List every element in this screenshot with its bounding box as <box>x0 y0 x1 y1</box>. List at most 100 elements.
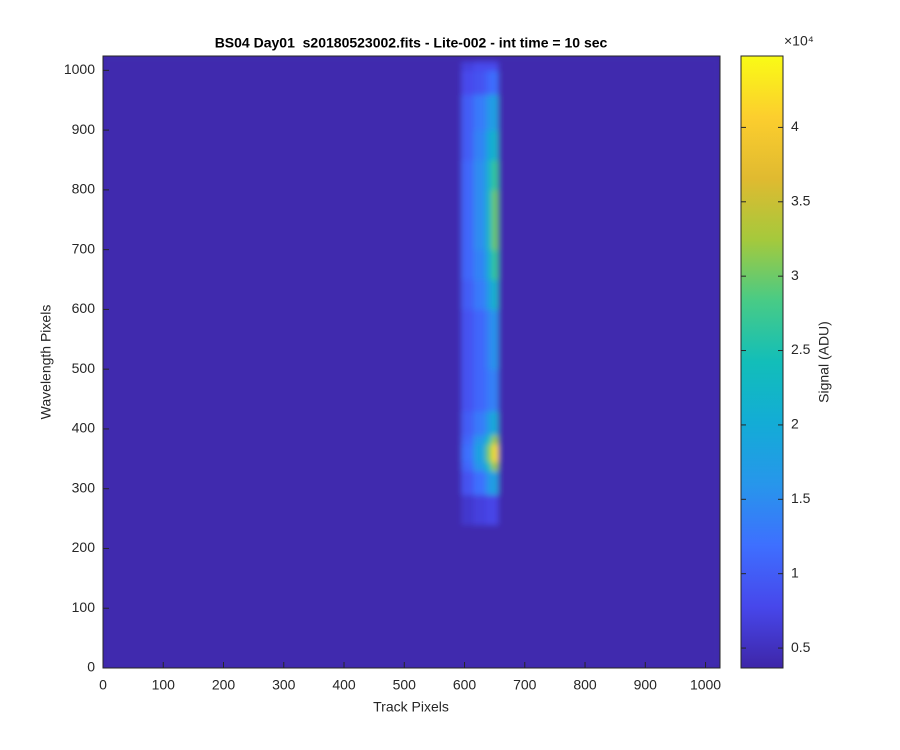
heatmap-cell <box>498 309 720 370</box>
y-tick-label: 0 <box>87 659 95 675</box>
heatmap-cell <box>473 249 487 281</box>
axes-box <box>102 55 721 669</box>
heatmap-cell <box>498 461 720 472</box>
heatmap-cell <box>491 524 499 668</box>
heatmap-cell <box>473 461 487 472</box>
heatmap-cell <box>485 411 493 436</box>
y-tick-label: 800 <box>72 181 96 197</box>
heatmap-cell <box>485 130 493 161</box>
colorbar-tick-label: 0.5 <box>791 639 811 655</box>
heatmap-cell <box>103 443 463 463</box>
heatmap-cell <box>103 159 463 191</box>
heatmap-cell <box>103 189 463 251</box>
heatmap-cell <box>485 470 493 496</box>
heatmap-cell <box>461 279 475 310</box>
heatmap-cell <box>461 61 475 71</box>
heatmap-cell <box>485 443 493 463</box>
heatmap-cell <box>103 411 463 436</box>
heatmap-cell <box>498 470 720 496</box>
heatmap-cell <box>461 411 475 436</box>
heatmap-cell <box>461 70 475 95</box>
heatmap-cell <box>473 94 487 131</box>
heatmap-cell <box>461 56 475 62</box>
colorbar-tick-label: 2.5 <box>791 341 811 357</box>
heatmap-cell <box>103 70 463 95</box>
heatmap-cell <box>485 494 493 526</box>
heatmap-cell <box>461 369 475 412</box>
heatmap-cell <box>473 130 487 161</box>
heatmap-cell <box>473 70 487 95</box>
heatmap-cell <box>491 279 499 310</box>
colorbar-tick-label: 3.5 <box>791 192 811 208</box>
heatmap-cell <box>461 189 475 251</box>
heatmap-cell <box>498 189 720 251</box>
heatmap-cell <box>498 494 720 526</box>
heatmap-cell <box>491 70 499 95</box>
y-axis-label: Wavelength Pixels <box>38 305 54 420</box>
heatmap-cell <box>473 309 487 370</box>
heatmap-cell <box>485 434 493 445</box>
heatmap-cell <box>473 443 487 463</box>
heatmap-cell <box>491 159 499 191</box>
heatmap-cell <box>461 159 475 191</box>
heatmap-cell <box>103 94 463 131</box>
heatmap-cell <box>485 189 493 251</box>
heatmap-cell <box>498 369 720 412</box>
heatmap-cell <box>498 524 720 668</box>
x-tick-label: 700 <box>513 677 537 693</box>
heatmap-cell <box>473 369 487 412</box>
heatmap-cell <box>491 249 499 281</box>
heatmap-cell <box>473 279 487 310</box>
x-tick-label: 200 <box>212 677 236 693</box>
heatmap-cell <box>103 434 463 445</box>
y-tick-label: 200 <box>72 539 96 555</box>
heatmap-cell <box>473 494 487 526</box>
heatmap-cell <box>473 470 487 496</box>
heatmap-cell <box>473 524 487 668</box>
heatmap-cell <box>103 470 463 496</box>
heatmap-cell <box>485 524 493 668</box>
y-tick-label: 700 <box>72 240 96 256</box>
y-tick-label: 900 <box>72 121 96 137</box>
chart-title: BS04 Day01 s20180523002.fits - Lite-002 … <box>215 35 608 51</box>
heatmap-cell <box>103 249 463 281</box>
y-tick-label: 1000 <box>64 61 95 77</box>
colorbar-multiplier: ×10⁴ <box>784 33 814 49</box>
heatmap-cell <box>491 411 499 436</box>
heatmap-cell <box>491 61 499 71</box>
heatmap-cell <box>473 411 487 436</box>
y-tick-label: 300 <box>72 479 96 495</box>
heatmap-cell <box>491 369 499 412</box>
heatmap-cell <box>461 461 475 472</box>
y-tick-label: 100 <box>72 599 96 615</box>
heatmap-cell <box>103 494 463 526</box>
axes: 0 100 200 300 400 500 600 700 800 900 1000 0 100 200 3… <box>64 55 721 693</box>
heatmap-cell <box>461 494 475 526</box>
heatmap-cell <box>103 130 463 161</box>
x-tick-label: 300 <box>272 677 296 693</box>
heatmap-cell <box>498 434 720 445</box>
heatmap-cell <box>491 94 499 131</box>
y-tick-label: 600 <box>72 300 96 316</box>
heatmap-cell <box>491 309 499 370</box>
heatmap-cell <box>103 61 463 71</box>
heatmap-cell <box>491 494 499 526</box>
heatmap-cell <box>498 94 720 131</box>
heatmap-cell <box>473 189 487 251</box>
heatmap-cell <box>485 94 493 131</box>
heatmap-cell <box>103 524 463 668</box>
heatmap-cell <box>461 524 475 668</box>
x-tick-label: 600 <box>453 677 477 693</box>
heatmap-cell <box>491 443 499 463</box>
heatmap-cell <box>491 56 499 62</box>
heatmap-cell <box>103 369 463 412</box>
y-tick-label: 400 <box>72 420 96 436</box>
heatmap-cell <box>485 159 493 191</box>
x-axis-label: Track Pixels <box>373 699 449 715</box>
heatmap-cell <box>103 309 463 370</box>
heatmap-cell <box>461 249 475 281</box>
colorbar-tick-label: 1.5 <box>791 490 811 506</box>
y-tick-label: 500 <box>72 360 96 376</box>
x-tick-label: 1000 <box>690 677 721 693</box>
heatmap-cell <box>491 470 499 496</box>
